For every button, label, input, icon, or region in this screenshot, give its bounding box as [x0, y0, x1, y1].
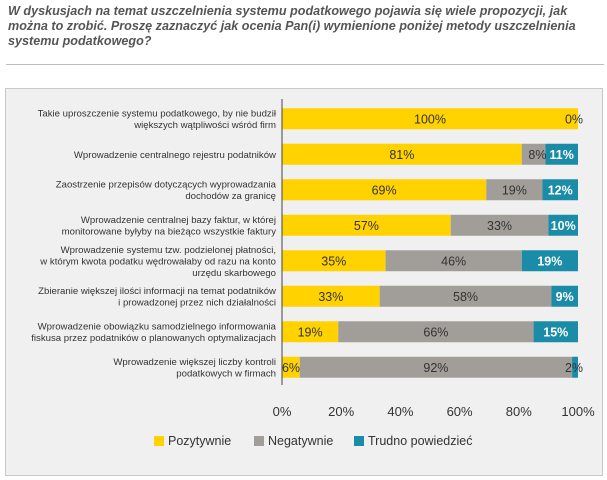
x-tick-label-6: 100% — [561, 404, 595, 419]
legend-swatch-unsure — [354, 436, 364, 446]
data-label-unsure-3: 12% — [548, 183, 573, 197]
bar-positive-4 — [282, 214, 451, 236]
data-label-positive-7: 19% — [298, 325, 323, 339]
category-label-line: Wprowadzenie obowiązku samodzielnego inf… — [38, 322, 277, 333]
category-label-line: podatkowych w firmach — [176, 369, 276, 380]
bar-positive-8 — [282, 356, 300, 378]
category-label-7: Wprowadzenie obowiązku samodzielnego inf… — [31, 322, 276, 345]
category-label-3: Zaostrzenie przepisów dotyczących wyprow… — [56, 180, 277, 203]
bar-negative-5 — [385, 250, 522, 272]
category-label-line: Wprowadzenie większej liczby kontroli — [113, 357, 276, 368]
bar-positive-5 — [282, 250, 386, 272]
category-label-8: Wprowadzenie większej liczby kontroli pod… — [113, 357, 276, 380]
legend-swatch-positive — [154, 436, 164, 446]
x-tick-label-3: 40% — [387, 404, 413, 419]
category-label-2: Wprowadzenie centralnego rejestru podatn… — [74, 150, 276, 161]
legend-label-positive: Pozytywnie — [168, 434, 231, 448]
bar-negative-4 — [450, 214, 549, 236]
x-tick-label-1: 0% — [273, 404, 292, 419]
category-label-line: Wprowadzenie systemu tzw. podzielonej pł… — [61, 245, 276, 256]
category-label-line: urzędu skarbowego — [192, 268, 276, 279]
legend-label-unsure: Trudno powiedzieć — [368, 434, 472, 448]
chart-panel: Takie uproszczenie systemu podatkowego, … — [5, 88, 603, 476]
data-label-unsure-1: 0% — [565, 112, 583, 126]
bar-unsure-2 — [545, 143, 578, 165]
bar-positive-6 — [282, 285, 380, 307]
data-label-negative-8: 92% — [423, 361, 448, 375]
bar-positive-2 — [282, 143, 522, 165]
data-label-negative-3: 19% — [502, 183, 527, 197]
bar-negative-2 — [521, 143, 546, 165]
bar-unsure-3 — [542, 179, 578, 201]
category-label-1: Takie uproszczenie systemu podatkowego, … — [38, 109, 277, 132]
x-tick-label-4: 60% — [447, 404, 473, 419]
category-label-5: Wprowadzenie systemu tzw. podzielonej pł… — [39, 245, 276, 279]
stacked-bar-chart: Takie uproszczenie systemu podatkowego, … — [31, 99, 595, 448]
category-label-line: Zbieranie większej ilości informacji na … — [38, 286, 276, 297]
divider — [6, 64, 604, 65]
question-text: W dyskusjach na temat uszczelnienia syst… — [8, 4, 576, 48]
x-tick-label-5: 80% — [506, 404, 532, 419]
category-label-line: większych wątpliwości wśród firm — [133, 120, 276, 131]
bar-positive-7 — [282, 321, 339, 343]
category-label-line: monitorowane byłyby na bieżąco wszystkie… — [62, 227, 277, 238]
data-label-unsure-6: 9% — [556, 290, 574, 304]
bar-unsure-4 — [548, 214, 578, 236]
data-label-positive-3: 69% — [372, 183, 397, 197]
data-label-positive-5: 35% — [321, 254, 346, 268]
bar-unsure-8 — [572, 356, 578, 378]
bar-positive-3 — [282, 179, 487, 201]
category-label-4: Wprowadzenie centralnej bazy faktur, w k… — [62, 215, 277, 238]
data-label-positive-6: 33% — [318, 290, 343, 304]
legend-label-negative: Negatywnie — [268, 434, 333, 448]
category-label-line: Takie uproszczenie systemu podatkowego, … — [38, 109, 277, 120]
data-label-negative-7: 66% — [423, 325, 448, 339]
category-label-line: fiskusa przez podatników o planowanych o… — [31, 333, 276, 344]
category-label-line: i prowadzonej przez nich działalności — [118, 298, 276, 309]
bar-negative-6 — [379, 285, 552, 307]
bar-negative-7 — [338, 321, 534, 343]
data-label-positive-2: 81% — [389, 148, 414, 162]
category-label-line: Zaostrzenie przepisów dotyczących wyprow… — [56, 180, 277, 191]
bar-negative-3 — [486, 179, 543, 201]
data-label-unsure-2: 11% — [550, 148, 574, 162]
data-label-unsure-5: 19% — [537, 254, 562, 268]
legend-swatch-negative — [254, 436, 264, 446]
data-label-positive-8: 6% — [282, 361, 300, 375]
data-label-negative-4: 33% — [487, 219, 512, 233]
data-label-unsure-4: 10% — [551, 219, 576, 233]
bar-unsure-5 — [521, 250, 578, 272]
category-label-line: dochodów za granicę — [185, 191, 276, 202]
x-tick-label-2: 20% — [328, 404, 354, 419]
bar-negative-8 — [299, 356, 573, 378]
bar-positive-1 — [282, 108, 578, 130]
data-label-positive-4: 57% — [354, 219, 379, 233]
category-label-line: Wprowadzenie centralnej bazy faktur, w k… — [81, 215, 276, 226]
bar-unsure-7 — [533, 321, 578, 343]
bar-unsure-6 — [551, 285, 578, 307]
data-label-negative-2: 8% — [528, 148, 546, 162]
category-label-line: w którym kwota podatku wędrowałaby od ra… — [39, 256, 276, 267]
data-label-unsure-7: 15% — [543, 325, 568, 339]
category-label-6: Zbieranie większej ilości informacji na … — [38, 286, 276, 309]
data-label-negative-5: 46% — [441, 254, 466, 268]
category-label-line: Wprowadzenie centralnego rejestru podatn… — [74, 150, 276, 161]
data-label-unsure-8: 2% — [565, 361, 583, 375]
data-label-negative-6: 58% — [453, 290, 478, 304]
data-label-positive-1: 100% — [414, 112, 446, 126]
